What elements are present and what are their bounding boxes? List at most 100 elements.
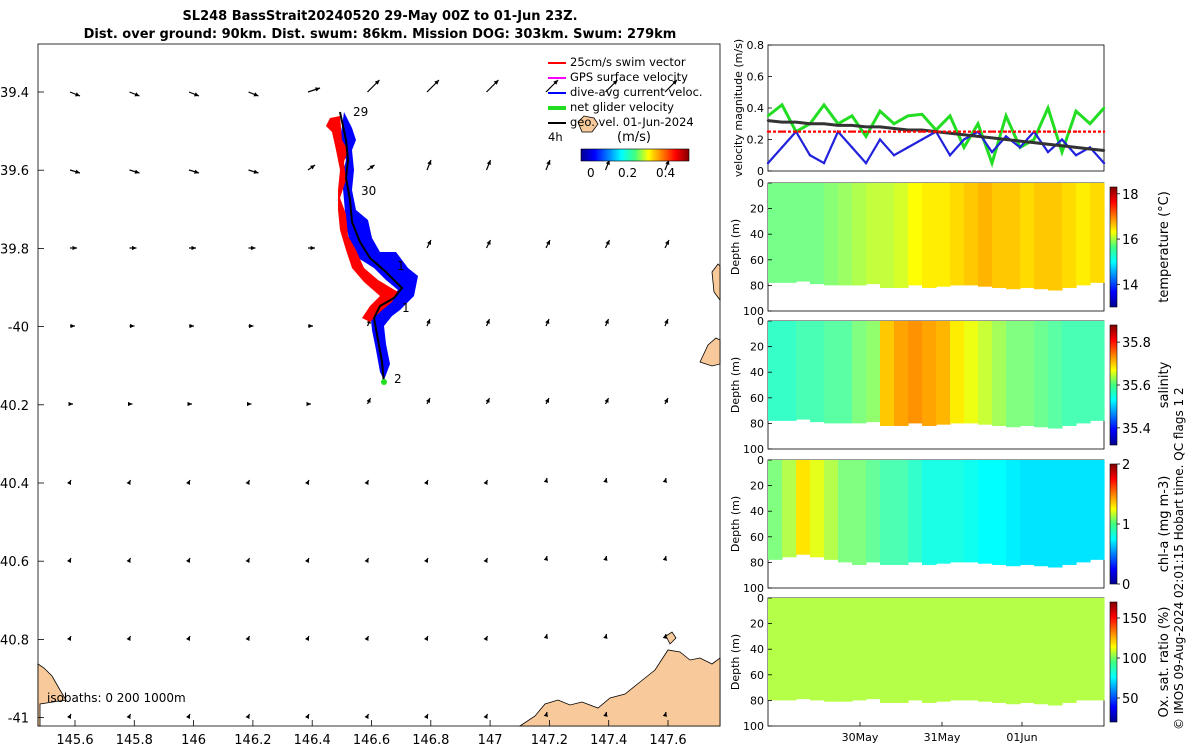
lon-tick-label: 145.6	[56, 733, 93, 748]
heatmap-cell	[950, 321, 965, 423]
depth-tick-label: 20	[750, 341, 764, 354]
velocity-series-point	[949, 115, 951, 117]
depth-tick-label: 0	[757, 592, 764, 605]
heatmap-cell	[1034, 183, 1049, 289]
depth-tick-label: 80	[750, 279, 764, 292]
velocity-series-point	[809, 154, 811, 156]
day-label-1b: 1	[402, 301, 410, 315]
heatmap-cell	[866, 460, 881, 562]
velocity-series-point	[767, 115, 769, 117]
heatmap-cell	[824, 598, 839, 702]
heatmap-cell	[1076, 183, 1091, 285]
heatmap-panel-salinity: 020406080100Depth (m)35.435.635.8salinit…	[729, 315, 1172, 456]
velocity-series-point	[935, 130, 937, 132]
heatmap-cell	[1062, 460, 1077, 565]
map-latitude-ticks: 39.439.639.8-4040.240.440.640.8-41	[0, 86, 44, 727]
colorbar-tick-label: 150	[1122, 612, 1147, 627]
velocity-series-point	[1089, 123, 1091, 125]
velocity-series-point	[837, 124, 839, 126]
lon-tick-label: 147	[478, 733, 503, 748]
day-label-2: 2	[394, 372, 402, 386]
velocity-series-point	[879, 110, 881, 112]
heatmap-cell	[866, 183, 881, 284]
lat-tick-label: -41	[8, 712, 29, 727]
heatmap-cell	[1062, 598, 1077, 703]
heatmap-cell	[838, 460, 853, 562]
velocity-series-point	[1103, 149, 1105, 151]
heatmap-cell	[880, 598, 895, 703]
velocity-ylabel: velocity magnitude (m/s)	[732, 39, 745, 177]
lat-tick-label: 39.8	[0, 242, 29, 257]
heatmap-cell	[922, 598, 937, 703]
speed-colorbar-tick-04: 0.4	[656, 166, 675, 180]
heatmap-cell	[1062, 321, 1077, 426]
heatmap-cell	[810, 460, 825, 557]
heatmap-cell	[950, 598, 965, 700]
heatmap-cell	[796, 598, 811, 699]
velocity-series-point	[991, 137, 993, 139]
time-tick-label: 30May	[842, 731, 879, 744]
heatmap-cell	[1076, 460, 1091, 562]
heatmap-cell	[1020, 321, 1035, 426]
day-label-30: 30	[361, 184, 376, 198]
velocity-series-point	[1005, 138, 1007, 140]
heatmap-cell	[824, 460, 839, 560]
velocity-series-point	[963, 138, 965, 140]
velocity-series-point	[949, 154, 951, 156]
velocity-series-point	[893, 154, 895, 156]
copyright-note: © IMOS 09-Aug-2024 02:01:15 Hobart time.…	[1172, 387, 1186, 730]
velocity-series-point	[1033, 141, 1035, 143]
heatmap-cell	[908, 183, 923, 285]
heatmap-cell	[1048, 598, 1063, 706]
legend-gps: GPS surface velocity	[548, 70, 703, 85]
heatmap-cell	[768, 460, 783, 560]
colorbar-tick-label: 14	[1122, 278, 1139, 293]
colorbar-label: salinity	[1157, 361, 1172, 408]
heatmap-cell	[1090, 321, 1105, 421]
lon-tick-label: 145.8	[116, 733, 153, 748]
heatmap-cell	[1048, 183, 1063, 291]
velocity-series-point	[781, 104, 783, 106]
lat-tick-label: 39.6	[0, 164, 29, 179]
legend-gps-swatch	[548, 77, 566, 79]
velocity-series-point	[879, 126, 881, 128]
velocity-series-point	[1103, 107, 1105, 109]
speed-colorbar-bar	[581, 149, 689, 161]
velocity-series-point	[767, 130, 769, 132]
heatmap-cell	[1090, 183, 1105, 283]
velocity-series-point	[1075, 154, 1077, 156]
heatmap-cell	[1020, 460, 1035, 565]
heatmap-cell	[1034, 598, 1049, 704]
colorbar-tick-label: 35.8	[1122, 336, 1151, 351]
heatmap-cell	[838, 598, 853, 702]
heatmap-cell	[1020, 183, 1035, 288]
title-line-1: SL248 BassStrait20240520 29-May 00Z to 0…	[0, 9, 760, 24]
heatmap-cell	[908, 460, 923, 562]
lon-tick-label: 146.2	[234, 733, 271, 748]
velocity-series-point	[823, 162, 825, 164]
heatmap-cell	[1090, 598, 1105, 700]
heatmap-cell	[768, 321, 783, 421]
legend-diveavg: dive-avg current veloc.	[548, 85, 703, 100]
velocity-series-point	[907, 146, 909, 148]
velocity-series-point	[1061, 138, 1063, 140]
velocity-series-point	[767, 162, 769, 164]
velocity-series-point	[1019, 140, 1021, 142]
velocity-series-point	[851, 124, 853, 126]
colorbar-tick-label: 0	[1122, 578, 1130, 593]
depth-tick-label: 40	[750, 228, 764, 241]
heatmap-cell	[796, 183, 811, 282]
velocity-series-point	[1061, 145, 1063, 147]
map-panel: 29 30 1 1 2 145.6 145.8 146 146.2 146.4 146.6…	[0, 44, 720, 748]
velocity-series-point	[795, 121, 797, 123]
velocity-series-point	[921, 113, 923, 115]
heatmap-cell	[1076, 321, 1091, 423]
heatmap-cell	[852, 183, 867, 285]
heatmap-cell	[866, 598, 881, 699]
velocity-series-point	[781, 146, 783, 148]
heatmap-colorbar	[1110, 602, 1117, 722]
heatmap-cell	[936, 460, 951, 564]
heatmap-cell	[922, 321, 937, 426]
legend-diveavg-label: dive-avg current veloc.	[570, 85, 703, 99]
heatmap-cell	[1090, 460, 1105, 560]
